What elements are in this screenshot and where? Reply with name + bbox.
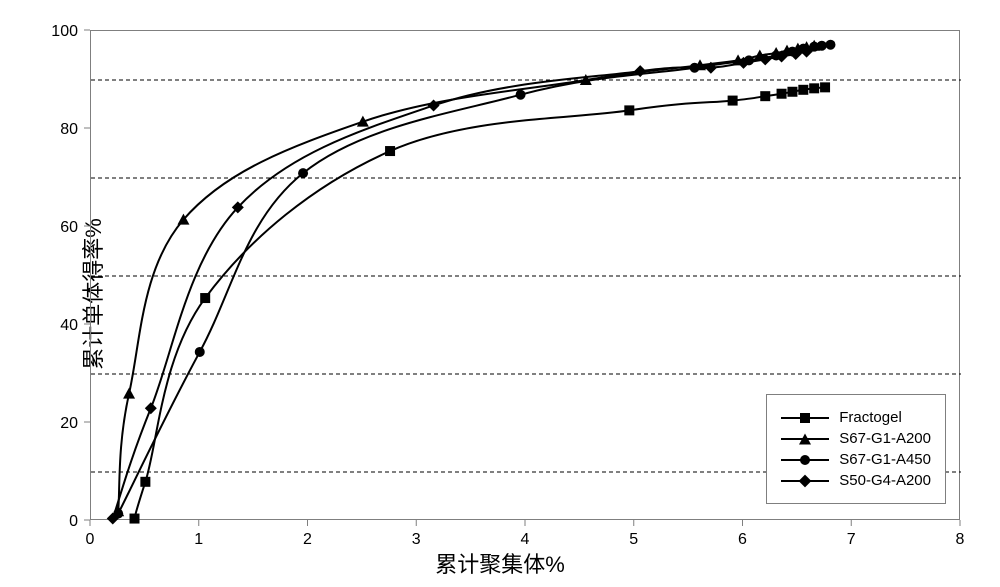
legend: Fractogel S67-G1-A200 S67-G1-A450 S50-G4-A2… bbox=[766, 394, 946, 504]
svg-text:5: 5 bbox=[629, 531, 638, 548]
svg-text:40: 40 bbox=[60, 317, 78, 334]
legend-item-S67-G1-A200: S67-G1-A200 bbox=[781, 430, 931, 447]
legend-item-Fractogel: Fractogel bbox=[781, 409, 931, 426]
legend-label: Fractogel bbox=[839, 409, 902, 426]
svg-text:3: 3 bbox=[412, 531, 421, 548]
legend-label: S67-G1-A450 bbox=[839, 451, 931, 468]
svg-text:4: 4 bbox=[521, 531, 530, 548]
svg-text:8: 8 bbox=[956, 531, 965, 548]
svg-text:2: 2 bbox=[303, 531, 312, 548]
legend-item-S50-G4-A200: S50-G4-A200 bbox=[781, 472, 931, 489]
svg-text:6: 6 bbox=[738, 531, 747, 548]
svg-text:100: 100 bbox=[51, 23, 78, 40]
svg-text:80: 80 bbox=[60, 121, 78, 138]
legend-label: S50-G4-A200 bbox=[839, 472, 931, 489]
svg-text:0: 0 bbox=[86, 531, 95, 548]
legend-item-S67-G1-A450: S67-G1-A450 bbox=[781, 451, 931, 468]
legend-label: S67-G1-A200 bbox=[839, 430, 931, 447]
chart-container: 累计单体得率% 累计聚集体% 012345678020406080100 Fra… bbox=[0, 0, 1000, 587]
svg-text:7: 7 bbox=[847, 531, 856, 548]
svg-text:0: 0 bbox=[69, 513, 78, 530]
svg-text:1: 1 bbox=[194, 531, 203, 548]
svg-text:20: 20 bbox=[60, 415, 78, 432]
svg-text:60: 60 bbox=[60, 219, 78, 236]
